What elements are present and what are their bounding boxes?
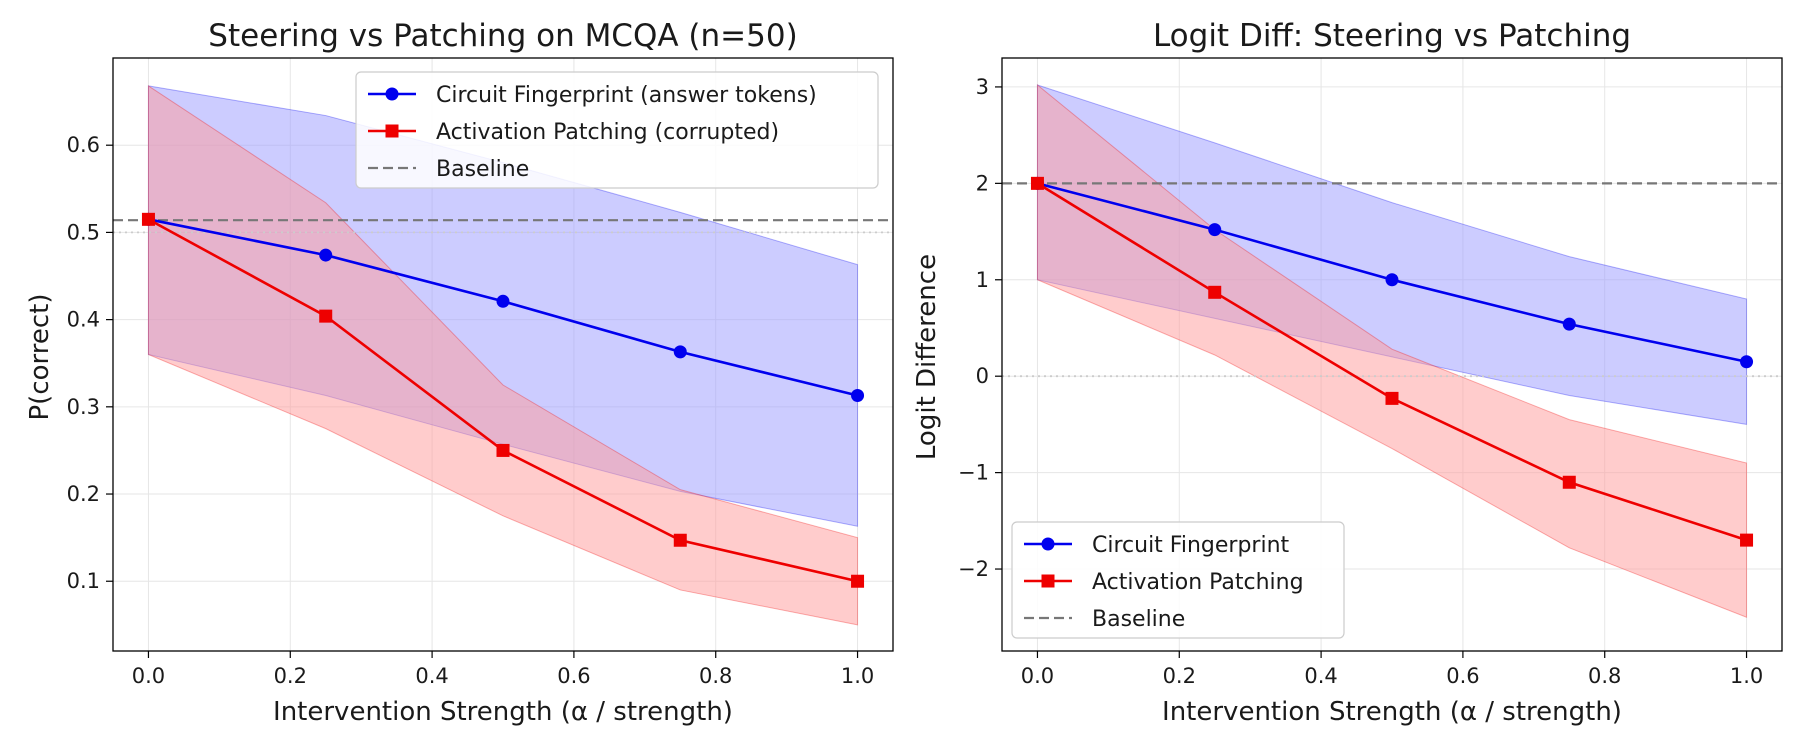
x-tick-label: 0.8 bbox=[699, 664, 732, 688]
legend-box bbox=[355, 71, 879, 189]
axes: 0.0 0.2 0.4 0.6 0.8 1.0 0.1 0.2 0.3 0.4 0.5 0.6 bbox=[67, 57, 894, 688]
data-point bbox=[851, 388, 865, 402]
x-tick-label: 0.4 bbox=[1304, 664, 1337, 688]
legend-marker bbox=[1041, 574, 1055, 588]
reference-lines bbox=[1002, 182, 1782, 378]
x-tick-label: 0.2 bbox=[274, 664, 307, 688]
plot-frame bbox=[1001, 57, 1783, 652]
x-tick-label: 0.6 bbox=[557, 664, 590, 688]
axes: 0.0 0.2 0.4 0.6 0.8 1.0 −2 −1 0 1 2 3 bbox=[958, 57, 1783, 688]
data-point bbox=[496, 294, 510, 308]
y-tick-label: 2 bbox=[976, 171, 989, 195]
y-tick-label: 0.2 bbox=[67, 482, 100, 506]
y-tick-label: 0.3 bbox=[67, 395, 100, 419]
y-tick-label: −1 bbox=[958, 461, 989, 485]
legend-label: Circuit Fingerprint (answer tokens) bbox=[436, 83, 817, 108]
legend-marker bbox=[385, 124, 399, 138]
y-tick-label: 1 bbox=[976, 268, 989, 292]
data-point bbox=[1562, 317, 1576, 331]
data-point bbox=[496, 443, 510, 457]
y-axis-label: Logit Difference bbox=[912, 254, 942, 460]
chart-steering-vs-patching-mcqa: Steering vs Patching on MCQA (n=50) Inte… bbox=[25, 18, 894, 727]
y-tick-label: −2 bbox=[958, 557, 989, 581]
x-axis-label: Intervention Strength (α / strength) bbox=[273, 697, 733, 727]
x-tick-label: 0.2 bbox=[1163, 664, 1196, 688]
x-tick-label: 1.0 bbox=[1730, 664, 1763, 688]
data-point bbox=[1740, 533, 1754, 547]
legend-label: Activation Patching bbox=[1092, 570, 1304, 595]
y-tick-label: 0.5 bbox=[67, 220, 100, 244]
y-tick-label: 0.6 bbox=[67, 133, 100, 157]
chart-title: Steering vs Patching on MCQA (n=50) bbox=[208, 18, 797, 54]
legend-label: Activation Patching (corrupted) bbox=[436, 120, 779, 145]
data-point bbox=[673, 345, 687, 359]
data-point bbox=[851, 574, 865, 588]
data-point bbox=[319, 248, 333, 262]
reference-lines bbox=[113, 219, 893, 234]
data-point bbox=[1740, 355, 1754, 369]
data-point bbox=[1030, 176, 1044, 190]
x-tick-label: 0.6 bbox=[1446, 664, 1479, 688]
data-point bbox=[1385, 273, 1399, 287]
data-point bbox=[1562, 475, 1576, 489]
plot-frame bbox=[112, 57, 894, 652]
legend-box bbox=[1011, 521, 1345, 639]
y-tick-label: 3 bbox=[976, 75, 989, 99]
legend-label: Circuit Fingerprint bbox=[1092, 533, 1290, 558]
legend-label: Baseline bbox=[436, 157, 529, 182]
data-point bbox=[1208, 285, 1222, 299]
data-point bbox=[1385, 391, 1399, 405]
chart-logit-diff: Logit Diff: Steering vs Patching Interve… bbox=[912, 18, 1783, 727]
data-point bbox=[673, 533, 687, 547]
legend: Circuit Fingerprint (answer tokens) Activ… bbox=[355, 71, 879, 189]
series-lines bbox=[141, 212, 865, 588]
x-tick-label: 1.0 bbox=[841, 664, 874, 688]
y-tick-label: 0 bbox=[976, 364, 989, 388]
y-axis-label: P(correct) bbox=[25, 293, 55, 420]
chart-title: Logit Diff: Steering vs Patching bbox=[1153, 18, 1631, 54]
data-point bbox=[1208, 223, 1222, 237]
x-tick-label: 0.0 bbox=[132, 664, 165, 688]
y-tick-label: 0.1 bbox=[67, 569, 100, 593]
legend-marker bbox=[385, 87, 399, 101]
x-axis-label: Intervention Strength (α / strength) bbox=[1162, 697, 1622, 727]
series-lines bbox=[1030, 176, 1754, 547]
legend-marker bbox=[1041, 537, 1055, 551]
data-point bbox=[141, 212, 155, 226]
x-tick-label: 0.0 bbox=[1021, 664, 1054, 688]
data-point bbox=[319, 309, 333, 323]
y-tick-label: 0.4 bbox=[67, 308, 100, 332]
legend-label: Baseline bbox=[1092, 607, 1185, 632]
x-tick-label: 0.4 bbox=[415, 664, 448, 688]
legend: Circuit Fingerprint Activation Patching Ba… bbox=[1011, 521, 1345, 639]
x-tick-label: 0.8 bbox=[1588, 664, 1621, 688]
